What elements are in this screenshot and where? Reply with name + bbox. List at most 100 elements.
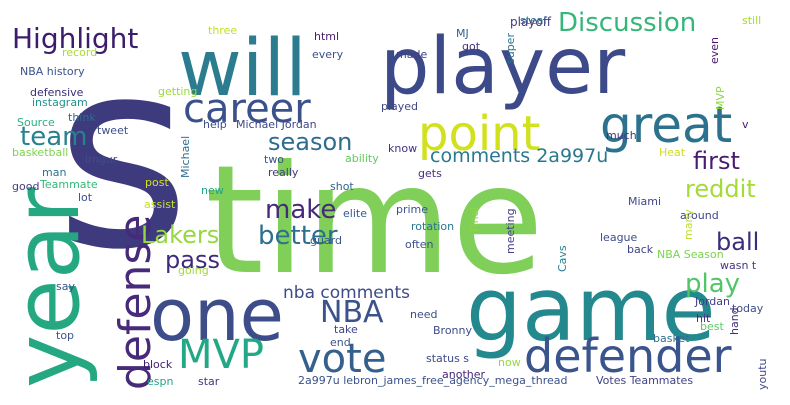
cloud-word: hand — [728, 307, 741, 335]
cloud-word: think — [68, 111, 96, 124]
cloud-word: tweet — [97, 124, 129, 137]
cloud-word: take — [334, 323, 358, 336]
cloud-word: Teammate — [39, 178, 98, 191]
cloud-word: getting — [158, 85, 197, 98]
cloud-word: imgur — [85, 153, 118, 166]
cloud-word: know — [388, 142, 417, 155]
cloud-word: team — [20, 122, 87, 152]
cloud-word: youtu — [756, 359, 769, 391]
cloud-word: now — [498, 356, 521, 369]
cloud-word: lot — [78, 191, 93, 204]
cloud-word: league — [600, 231, 638, 244]
cloud-word: career — [183, 86, 311, 132]
cloud-word: Michael Jordan — [236, 118, 317, 131]
cloud-word: Highlight — [12, 22, 138, 55]
cloud-word: defender — [524, 329, 732, 383]
cloud-word: time — [205, 134, 544, 308]
cloud-word: need — [410, 308, 438, 321]
cloud-word: gets — [418, 167, 442, 180]
cloud-word: Lakers — [141, 221, 219, 249]
cloud-word: meeting — [504, 208, 517, 254]
cloud-word: game — [466, 258, 716, 361]
cloud-word: NBA — [320, 295, 384, 330]
cloud-word: around — [680, 209, 719, 222]
cloud-word: comments 2a997u — [430, 145, 608, 167]
cloud-word: guard — [310, 234, 342, 247]
cloud-word: Discussion — [558, 8, 696, 38]
cloud-word: really — [268, 166, 299, 179]
cloud-word: two — [264, 153, 284, 166]
cloud-word: say — [56, 280, 75, 293]
cloud-word: another — [442, 368, 485, 381]
cloud-word: better — [258, 221, 338, 251]
cloud-word: season — [268, 128, 352, 156]
cloud-word: year — [0, 187, 100, 388]
cloud-word: elite — [343, 207, 367, 220]
cloud-word: still — [742, 14, 761, 27]
cloud-word: Source — [17, 116, 55, 129]
cloud-word: back — [627, 243, 654, 256]
cloud-word: steal — [520, 14, 547, 27]
cloud-word: Miami — [628, 195, 661, 208]
cloud-word: html — [314, 30, 339, 43]
cloud-word: player — [380, 22, 626, 112]
cloud-word: even — [708, 37, 721, 64]
cloud-word: great — [600, 96, 732, 154]
cloud-word: basketball — [12, 146, 68, 159]
cloud-word: got — [462, 40, 481, 53]
cloud-word: ball — [716, 228, 759, 256]
cloud-word: often — [405, 238, 433, 251]
cloud-word: Final — [468, 207, 481, 232]
cloud-word: make — [265, 195, 336, 225]
cloud-word: top — [56, 329, 74, 342]
cloud-word: Bronny — [433, 324, 473, 337]
cloud-word: pass — [165, 246, 220, 274]
cloud-word: MVP — [178, 332, 264, 378]
cloud-word: every — [312, 48, 344, 61]
cloud-word: going — [178, 264, 209, 277]
cloud-word: defense — [110, 215, 161, 390]
cloud-word: first — [693, 147, 740, 175]
cloud-word: many — [682, 209, 695, 240]
cloud-word: today — [732, 302, 764, 315]
cloud-word: end — [330, 336, 351, 349]
cloud-word: star — [198, 375, 220, 388]
cloud-word: basket — [653, 332, 690, 345]
cloud-word: defensive — [30, 86, 84, 99]
cloud-word: good — [12, 180, 39, 193]
cloud-word: Michael — [179, 136, 192, 178]
cloud-word: will — [178, 24, 307, 114]
cloud-word: super — [504, 33, 517, 64]
cloud-word: block — [143, 358, 173, 371]
cloud-word: Votes Teammates — [596, 374, 693, 387]
cloud-word: record — [62, 46, 97, 59]
cloud-word: rotation — [411, 220, 454, 233]
cloud-word: espn — [147, 375, 173, 388]
cloud-word: instagram — [32, 96, 88, 109]
cloud-word: Jordan — [694, 295, 730, 308]
cloud-word: vote — [298, 336, 386, 382]
cloud-word: NBA Season — [657, 248, 724, 261]
cloud-word: NBA history — [20, 65, 85, 78]
cloud-word: prime — [396, 203, 428, 216]
cloud-word: reddit — [685, 175, 756, 203]
cloud-word: MJ — [456, 27, 469, 40]
cloud-word: status s — [426, 352, 469, 365]
cloud-word: best — [700, 320, 724, 333]
cloud-word: ability — [345, 152, 379, 165]
cloud-word: point — [418, 106, 540, 162]
cloud-word: Heat — [659, 146, 686, 159]
cloud-word: 2a997u lebron_james_free_agency_mega_thr… — [298, 374, 567, 387]
cloud-word: MVP — [714, 86, 727, 110]
cloud-word: shot — [330, 180, 354, 193]
cloud-word: man — [42, 166, 66, 179]
cloud-word: three — [208, 24, 237, 37]
cloud-word: made — [396, 48, 427, 61]
cloud-word: v — [742, 118, 749, 131]
cloud-word: help — [203, 118, 227, 131]
cloud-word: assist — [144, 198, 176, 211]
cloud-word: wasn t — [720, 259, 757, 272]
cloud-word: Cavs — [556, 245, 569, 272]
cloud-word: one — [150, 273, 284, 357]
